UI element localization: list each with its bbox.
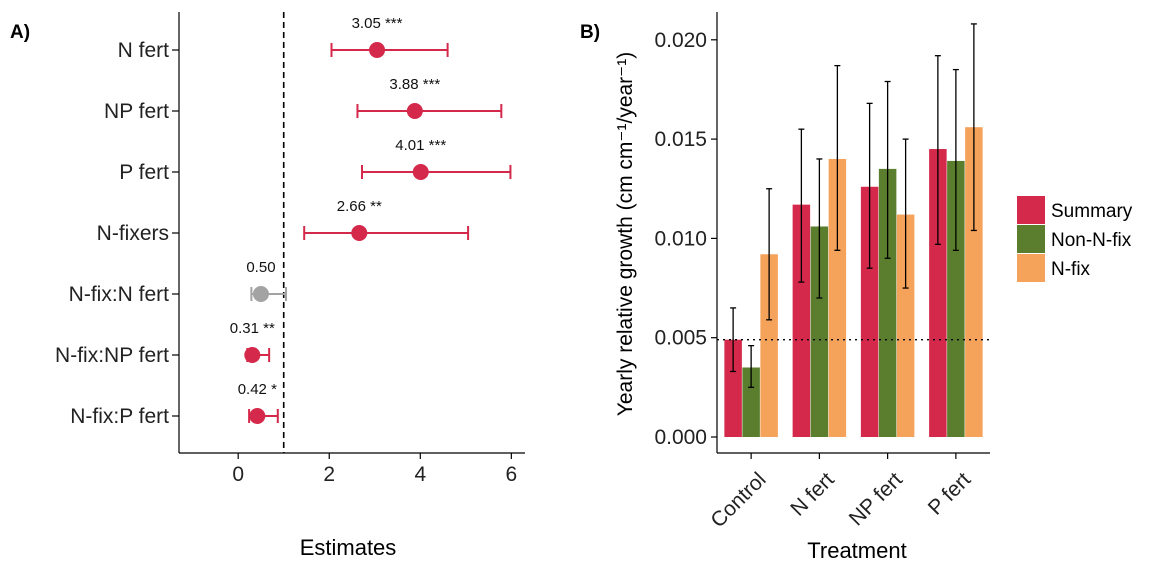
estimate-label: 2.66 ** bbox=[337, 198, 382, 215]
x-tick-labels: 0 2 4 6 bbox=[232, 453, 517, 486]
bar bbox=[760, 254, 778, 437]
estimate-label: 3.05 *** bbox=[352, 15, 403, 32]
y-tick-labels: N fert NP fert P fert N-fixers N-fix:N fert N… bbox=[55, 39, 179, 428]
x-tick-label: 2 bbox=[323, 463, 335, 486]
x-axis-title: Treatment bbox=[807, 538, 906, 563]
x-tick-label: NP fert bbox=[845, 468, 907, 530]
bar bbox=[860, 186, 879, 437]
legend-label: N-fix bbox=[1051, 259, 1091, 280]
bar bbox=[810, 226, 829, 437]
y-tick-label: N-fix:NP fert bbox=[55, 344, 169, 367]
y-tick-label: NP fert bbox=[104, 100, 169, 123]
estimate-point bbox=[406, 103, 423, 119]
y-tick-label: N-fixers bbox=[97, 222, 169, 245]
x-tick-label: 0 bbox=[232, 463, 244, 486]
y-tick-label: 0.000 bbox=[654, 426, 707, 449]
panel-a-letter: A) bbox=[10, 22, 30, 43]
y-tick-labels: 0.000 0.005 0.010 0.015 0.020 bbox=[654, 29, 717, 449]
bar-chart: B) 0.000 0.005 0.010 0.015 0.020 Control N fe… bbox=[580, 12, 1133, 563]
estimate-label: 3.88 *** bbox=[389, 76, 440, 93]
x-tick-label: P fert bbox=[924, 468, 976, 520]
estimate-point bbox=[351, 225, 368, 241]
bar bbox=[929, 149, 947, 437]
legend-swatch bbox=[1017, 196, 1045, 224]
x-tick-labels: Control N fert NP fert P fert bbox=[706, 453, 975, 532]
bar bbox=[878, 168, 897, 437]
y-tick-label: 0.010 bbox=[654, 227, 707, 250]
x-tick-label: N fert bbox=[786, 468, 839, 521]
legend: Summary Non-N-fix N-fix bbox=[1017, 196, 1133, 282]
y-tick-label: 0.005 bbox=[654, 327, 707, 350]
estimate-label: 0.31 ** bbox=[230, 320, 275, 337]
legend-label: Non-N-fix bbox=[1051, 230, 1132, 251]
estimate-point bbox=[249, 408, 266, 424]
y-tick-label: 0.020 bbox=[654, 29, 707, 52]
legend-swatch bbox=[1017, 254, 1045, 282]
bar bbox=[828, 158, 847, 437]
bar bbox=[947, 160, 965, 437]
x-tick-label: 4 bbox=[414, 463, 426, 486]
estimate-label: 4.01 *** bbox=[395, 137, 446, 154]
estimate-point bbox=[369, 42, 386, 58]
y-tick-label: N-fix:P fert bbox=[70, 405, 169, 428]
bar bbox=[792, 204, 811, 437]
forest-marks: 3.05 *** 3.88 *** 4.01 *** 2.66 ** 0.50 0.31 … bbox=[230, 15, 512, 424]
forest-plot: A) 3.05 *** 3.88 *** 4.01 *** 2.66 ** 0.50 0.… bbox=[10, 12, 525, 560]
estimate-point bbox=[244, 347, 261, 363]
legend-swatch bbox=[1017, 225, 1045, 253]
y-axis-title: Yearly relative growth (cm cm⁻¹/year⁻¹) bbox=[614, 52, 637, 416]
estimate-label: 0.42 * bbox=[238, 381, 277, 398]
bar bbox=[896, 214, 915, 437]
bar-marks bbox=[724, 23, 983, 437]
legend-label: Summary bbox=[1051, 201, 1133, 222]
y-tick-label: P fert bbox=[119, 161, 169, 184]
panel-b-letter: B) bbox=[580, 22, 600, 43]
y-tick-label: N fert bbox=[118, 39, 170, 62]
bar bbox=[965, 127, 983, 437]
x-tick-label: 6 bbox=[505, 463, 517, 486]
estimate-point bbox=[412, 164, 429, 180]
y-tick-label: 0.015 bbox=[654, 128, 707, 151]
estimate-label: 0.50 bbox=[246, 259, 275, 276]
bar bbox=[742, 367, 760, 437]
x-axis-title: Estimates bbox=[300, 535, 397, 560]
estimate-point bbox=[252, 286, 269, 302]
bar bbox=[724, 339, 742, 437]
y-tick-label: N-fix:N fert bbox=[69, 283, 170, 306]
x-tick-label: Control bbox=[706, 468, 770, 532]
